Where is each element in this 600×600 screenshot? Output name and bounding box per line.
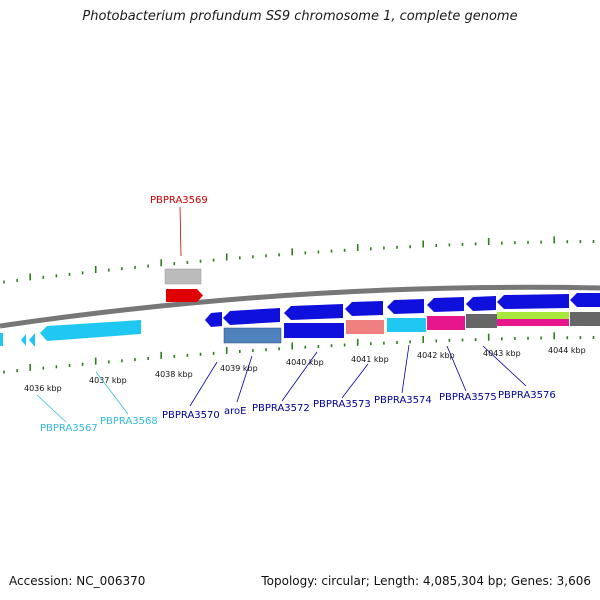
gene-PBPRA3567-b[interactable] bbox=[29, 333, 35, 347]
reverse-strand-genes bbox=[0, 293, 600, 347]
gene-PBPRA3569[interactable] bbox=[166, 289, 203, 302]
gene-PBPRA3573[interactable] bbox=[345, 301, 383, 316]
gene-label-PBPRA3568[interactable]: PBPRA3568 bbox=[100, 416, 158, 427]
kbp-label: 4037 kbp bbox=[89, 376, 127, 385]
gene-PBPRA3574[interactable] bbox=[387, 299, 424, 314]
kbp-label: 4040 kbp bbox=[286, 358, 324, 367]
kbp-label: 4036 kbp bbox=[24, 384, 62, 393]
inner-tick-ring bbox=[3, 332, 595, 374]
gene-label-PBPRA3576[interactable]: PBPRA3576 bbox=[498, 390, 556, 401]
kbp-axis-labels: 4036 kbp 4037 kbp 4038 kbp 4039 kbp 4040… bbox=[24, 346, 586, 393]
gene-label-PBPRA3569[interactable]: PBPRA3569 bbox=[150, 195, 208, 206]
feature-aroE-blue[interactable] bbox=[223, 327, 282, 344]
gene-label-PBPRA3572[interactable]: PBPRA3572 bbox=[252, 403, 310, 414]
gene-PBPRA3572[interactable] bbox=[284, 304, 343, 320]
gene-label-PBPRA3573[interactable]: PBPRA3573 bbox=[313, 399, 371, 410]
feature-PBPRA3575[interactable] bbox=[427, 316, 465, 330]
kbp-label: 4041 kbp bbox=[351, 355, 389, 364]
gene-PBPRA3570[interactable] bbox=[205, 312, 222, 327]
gene-PBPRA3567[interactable] bbox=[21, 334, 26, 346]
chromosome-backbone bbox=[0, 284, 600, 329]
gene-PBPRA3566-fragment[interactable] bbox=[0, 333, 3, 346]
gene-aroE[interactable] bbox=[223, 308, 280, 325]
forward-strand-genes bbox=[164, 268, 203, 302]
feature-PBPRA3572[interactable] bbox=[284, 323, 344, 338]
gene-labels: PBPRA3569 PBPRA3567 PBPRA3568 PBPRA3570 … bbox=[40, 195, 556, 434]
kbp-label: 4038 kbp bbox=[155, 370, 193, 379]
feature-PBPRA3578-gray[interactable] bbox=[570, 312, 600, 326]
gene-label-PBPRA3567[interactable]: PBPRA3567 bbox=[40, 423, 98, 434]
accession-text: Accession: NC_006370 bbox=[9, 574, 146, 588]
feature-PBPRA3577-pink[interactable] bbox=[497, 319, 569, 326]
label-leader-lines bbox=[36, 206, 527, 423]
gene-PBPRA3575[interactable] bbox=[427, 297, 464, 312]
gene-PBPRA3568[interactable] bbox=[40, 320, 141, 341]
gene-label-PBPRA3570[interactable]: PBPRA3570 bbox=[162, 410, 220, 421]
gene-PBPRA3577[interactable] bbox=[497, 294, 569, 309]
kbp-label: 4042 kbp bbox=[417, 351, 455, 360]
gene-label-PBPRA3574[interactable]: PBPRA3574 bbox=[374, 395, 432, 406]
kbp-label: 4044 kbp bbox=[548, 346, 586, 355]
kbp-label: 4039 kbp bbox=[220, 364, 258, 373]
genome-summary-text: Topology: circular; Length: 4,085,304 bp… bbox=[261, 574, 591, 588]
feature-PBPRA3577-green[interactable] bbox=[497, 312, 569, 319]
kbp-label: 4043 kbp bbox=[483, 349, 521, 358]
gene-PBPRA3576[interactable] bbox=[466, 296, 496, 311]
gene-PBPRA3578[interactable] bbox=[570, 293, 600, 307]
gene-PBPRA3569-gray[interactable] bbox=[164, 268, 202, 285]
gene-label-aroE[interactable]: aroE bbox=[224, 406, 246, 417]
map-title: Photobacterium profundum SS9 chromosome … bbox=[82, 9, 518, 24]
outer-tick-ring bbox=[3, 236, 595, 284]
feature-PBPRA3574[interactable] bbox=[387, 318, 426, 332]
gene-label-PBPRA3575[interactable]: PBPRA3575 bbox=[439, 392, 497, 403]
feature-PBPRA3576-gray[interactable] bbox=[466, 314, 497, 328]
feature-PBPRA3573[interactable] bbox=[346, 320, 384, 334]
